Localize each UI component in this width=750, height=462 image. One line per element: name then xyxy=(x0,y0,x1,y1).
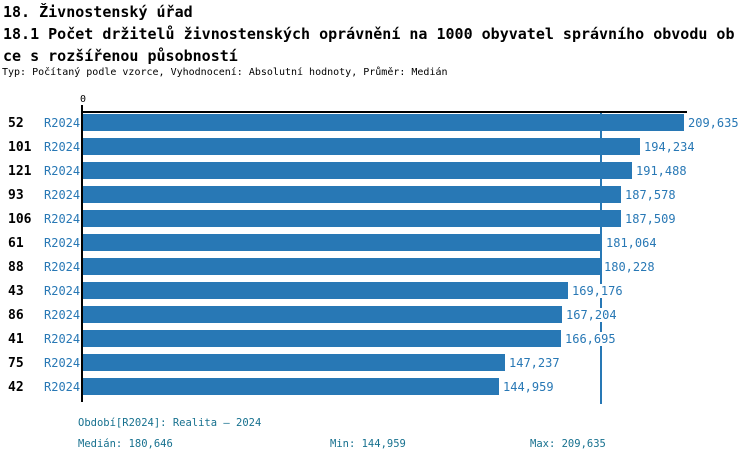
bar xyxy=(83,114,684,131)
chart-subtitle-line2: ce s rozšířenou působností xyxy=(3,47,238,65)
chart-subtitle-line1: 18.1 Počet držitelů živnostenských opráv… xyxy=(3,25,735,43)
bar-value-label: 209,635 xyxy=(687,116,740,130)
row-category-label: 52 xyxy=(8,116,24,131)
bar-value-label: 166,695 xyxy=(564,332,617,346)
bar xyxy=(83,282,568,299)
row-category-label: 93 xyxy=(8,188,24,203)
row-category-label: 75 xyxy=(8,356,24,371)
row-period-label: R2024 xyxy=(44,188,81,202)
row-category-label: 121 xyxy=(8,164,32,179)
row-category-label: 61 xyxy=(8,236,24,251)
row-category-label: 86 xyxy=(8,308,24,323)
footer-median-value: Medián: 180,646 xyxy=(78,438,173,450)
x-axis-line xyxy=(81,111,687,113)
row-period-label: R2024 xyxy=(44,116,81,130)
row-category-label: 43 xyxy=(8,284,24,299)
bar xyxy=(83,162,632,179)
bar-value-label: 167,204 xyxy=(565,308,618,322)
x-axis-zero-tick-label: 0 xyxy=(79,94,87,105)
row-category-label: 106 xyxy=(8,212,32,227)
row-period-label: R2024 xyxy=(44,212,81,226)
footer-period-note: Období[R2024]: Realita – 2024 xyxy=(78,417,262,429)
row-category-label: 88 xyxy=(8,260,24,275)
bar-value-label: 180,228 xyxy=(603,260,656,274)
footer-max-value: Max: 209,635 xyxy=(530,438,606,450)
row-category-label: 42 xyxy=(8,380,24,395)
row-period-label: R2024 xyxy=(44,356,81,370)
chart-meta-info: Typ: Počítaný podle vzorce, Vyhodnocení:… xyxy=(2,67,448,78)
row-period-label: R2024 xyxy=(44,140,81,154)
bar-value-label: 191,488 xyxy=(635,164,688,178)
bar xyxy=(83,234,602,251)
bar-value-label: 187,578 xyxy=(624,188,677,202)
row-category-label: 101 xyxy=(8,140,32,155)
bar xyxy=(83,258,600,275)
bar xyxy=(83,330,561,347)
row-period-label: R2024 xyxy=(44,164,81,178)
bar xyxy=(83,138,640,155)
bar xyxy=(83,210,621,227)
bar xyxy=(83,354,505,371)
row-period-label: R2024 xyxy=(44,236,81,250)
bar xyxy=(83,378,499,395)
bar-chart: 52 R2024 209,635 101 R2024 194,234 121 R2024 191… xyxy=(0,113,750,403)
bar-value-label: 169,176 xyxy=(571,284,624,298)
bar xyxy=(83,186,621,203)
x-axis-zero-tick xyxy=(81,105,83,111)
bar-value-label: 147,237 xyxy=(508,356,561,370)
footer-min-value: Min: 144,959 xyxy=(330,438,406,450)
row-category-label: 41 xyxy=(8,332,24,347)
row-period-label: R2024 xyxy=(44,332,81,346)
bar-value-label: 181,064 xyxy=(605,236,658,250)
row-period-label: R2024 xyxy=(44,284,81,298)
row-period-label: R2024 xyxy=(44,380,81,394)
bar xyxy=(83,306,562,323)
bar-value-label: 194,234 xyxy=(643,140,696,154)
row-period-label: R2024 xyxy=(44,260,81,274)
row-period-label: R2024 xyxy=(44,308,81,322)
bar-value-label: 144,959 xyxy=(502,380,555,394)
y-axis-line xyxy=(81,111,83,402)
page-title: 18. Živnostenský úřad xyxy=(3,3,193,21)
bar-value-label: 187,509 xyxy=(624,212,677,226)
median-line xyxy=(600,113,602,404)
